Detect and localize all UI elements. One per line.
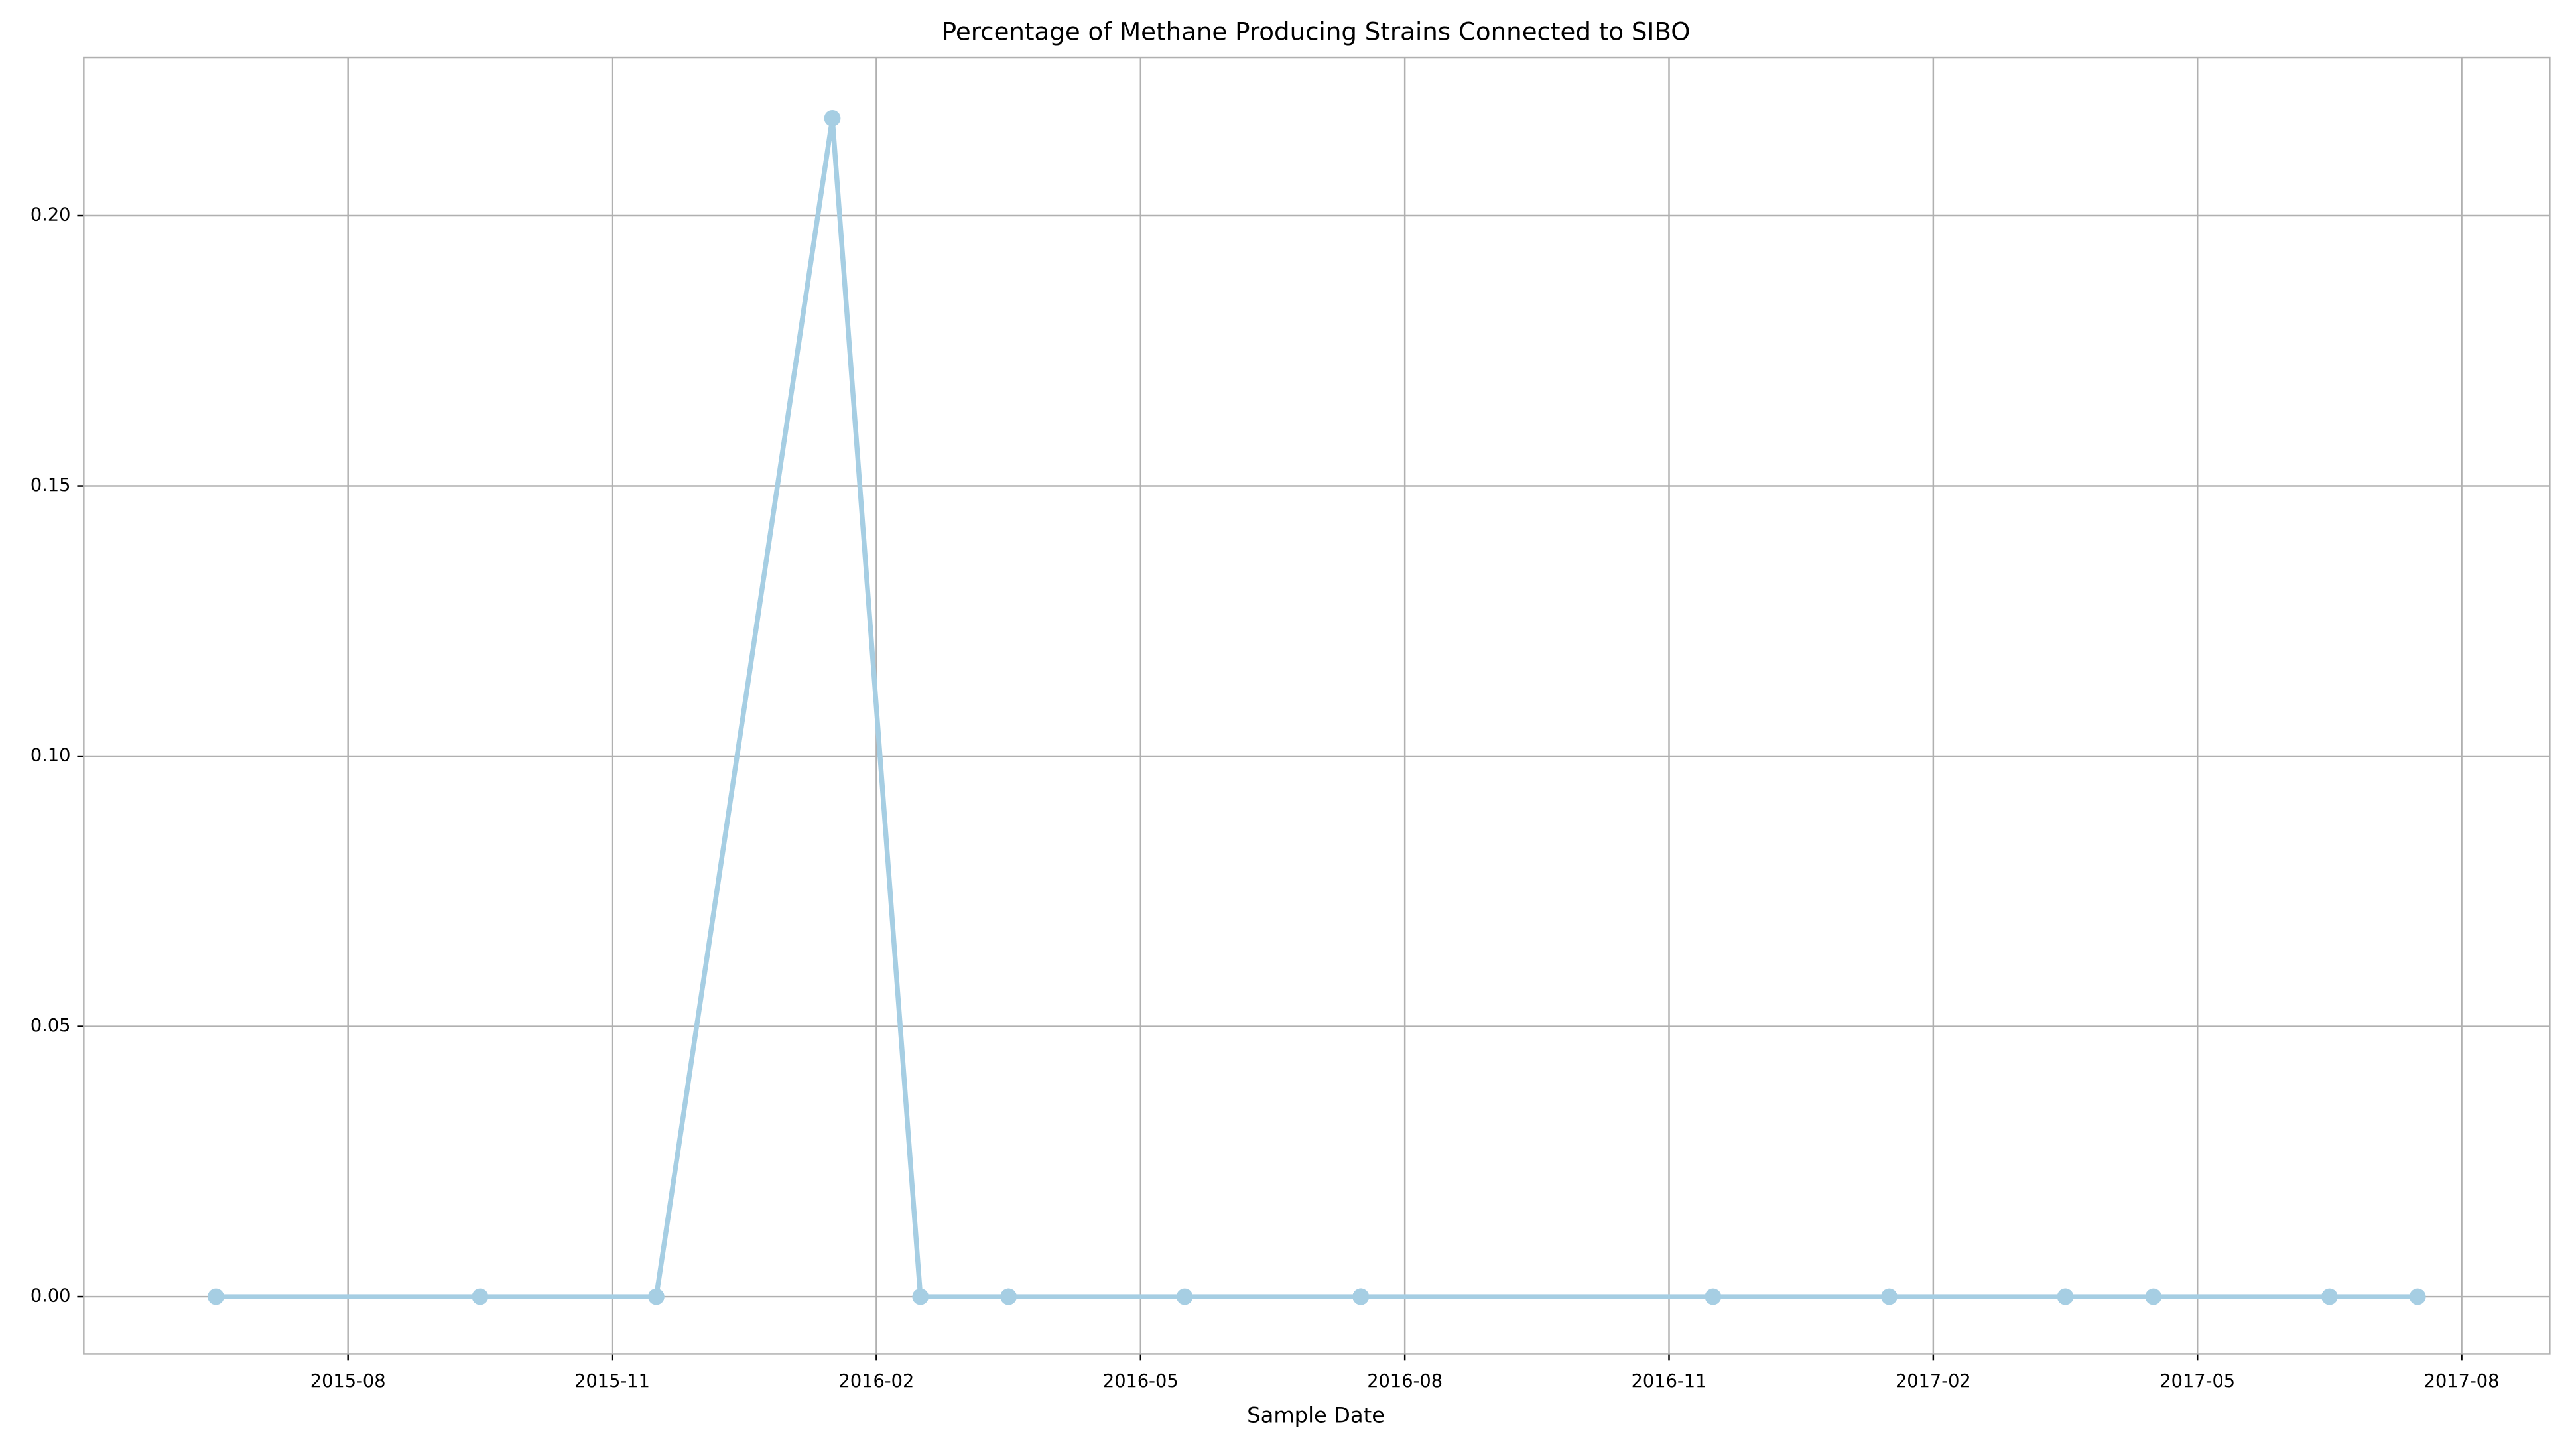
data-point: [1176, 1288, 1193, 1305]
data-line: [216, 115, 2418, 1299]
data-point: [1000, 1288, 1017, 1305]
x-tick-label: 2016-11: [1632, 1371, 1707, 1392]
x-tick-label: 2017-08: [2424, 1371, 2500, 1392]
y-tick-label: 0.00: [31, 1286, 71, 1307]
data-point: [1352, 1288, 1370, 1305]
x-tick-label: 2015-11: [574, 1371, 650, 1392]
y-tick-label: 0.10: [31, 746, 71, 766]
x-tick-label: 2017-02: [1896, 1371, 1971, 1392]
x-tick-label: 2016-08: [1367, 1371, 1443, 1392]
x-axis-label: Sample Date: [1247, 1403, 1385, 1428]
data-point: [1881, 1288, 1898, 1305]
chart-title: Percentage of Methane Producing Strains …: [942, 17, 1691, 46]
y-tick-label: 0.15: [31, 475, 71, 495]
data-point: [648, 1288, 665, 1305]
data-point: [208, 1288, 224, 1305]
plot-frame: [83, 56, 2551, 1355]
data-point: [824, 109, 841, 127]
data-point: [2057, 1288, 2074, 1305]
y-tick-label: 0.20: [31, 205, 71, 226]
x-tick-label: 2015-08: [310, 1371, 386, 1392]
data-point: [2145, 1288, 2162, 1305]
data-point: [2409, 1288, 2426, 1305]
data-point: [2321, 1288, 2338, 1305]
x-tick-label: 2017-05: [2159, 1371, 2235, 1392]
data-point: [472, 1288, 489, 1305]
data-point: [912, 1288, 929, 1305]
x-tick-label: 2016-05: [1103, 1371, 1179, 1392]
x-tick-label: 2016-02: [839, 1371, 915, 1392]
data-point: [1705, 1288, 1722, 1305]
y-tick-label: 0.05: [31, 1016, 71, 1036]
